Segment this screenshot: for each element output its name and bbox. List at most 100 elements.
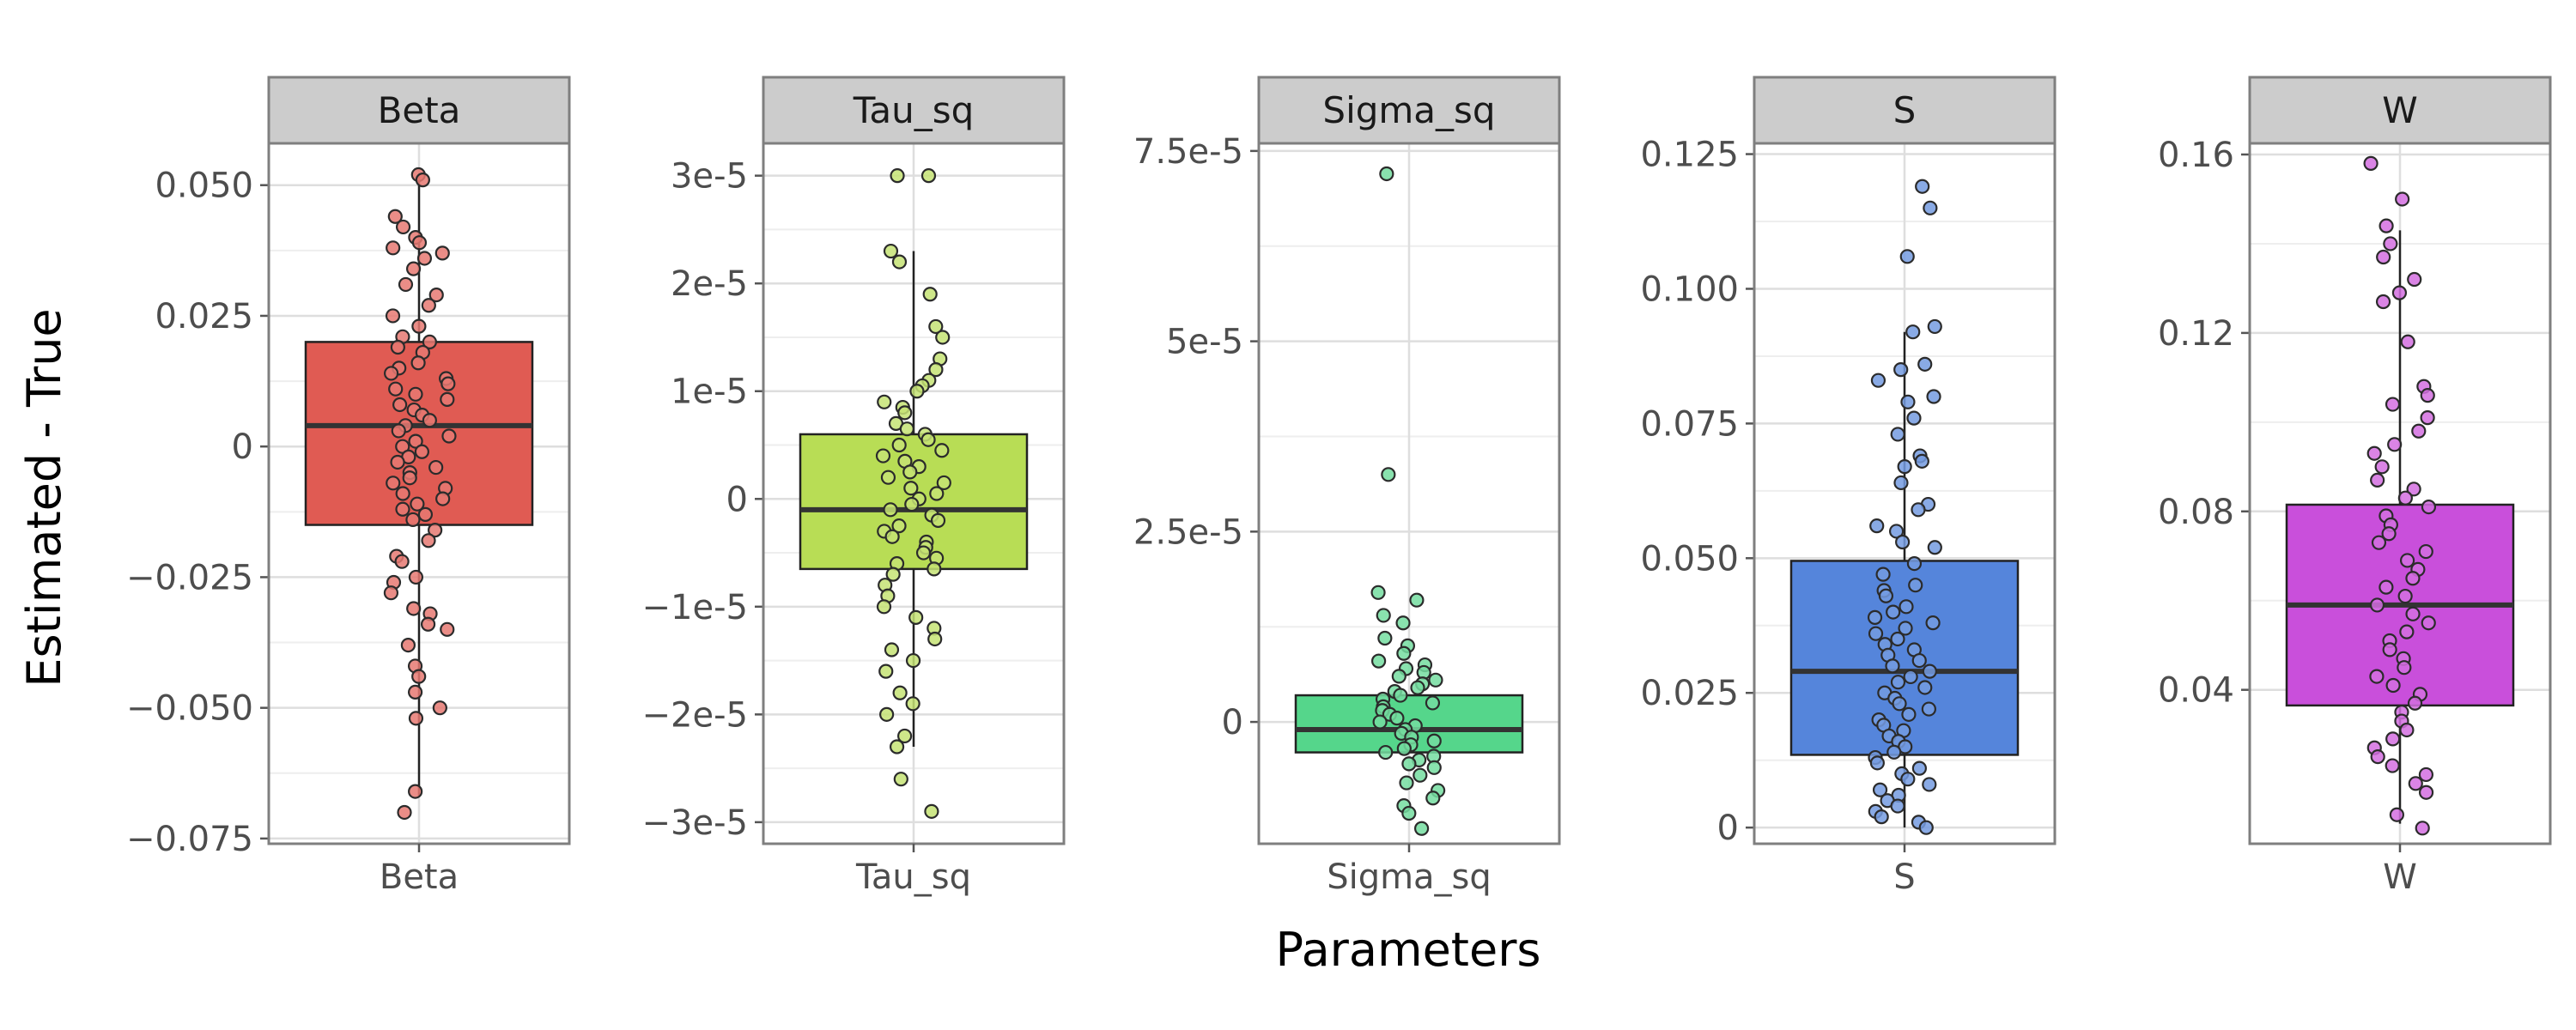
data-point bbox=[1923, 200, 1938, 215]
data-point bbox=[1898, 621, 1913, 636]
facet-strip bbox=[2248, 76, 2552, 145]
data-point bbox=[1927, 540, 1942, 555]
data-point bbox=[893, 772, 908, 787]
data-point bbox=[386, 476, 401, 491]
data-point bbox=[1425, 791, 1441, 806]
data-point bbox=[2375, 294, 2391, 310]
facet-beta: −0.075 −0.050 −0.025 0 0.025 0.050 Beta Beta bbox=[126, 76, 571, 897]
data-point bbox=[1401, 756, 1417, 772]
data-point bbox=[2371, 535, 2387, 550]
data-point bbox=[434, 245, 450, 261]
data-point bbox=[1922, 663, 1937, 679]
y-tick-label: 0.08 bbox=[2158, 493, 2234, 532]
data-point bbox=[2411, 423, 2427, 439]
facet-strip bbox=[762, 76, 1066, 145]
data-point bbox=[924, 803, 939, 819]
data-point bbox=[2385, 731, 2401, 747]
data-point bbox=[395, 501, 410, 517]
data-point bbox=[390, 339, 405, 355]
data-point bbox=[2379, 579, 2394, 595]
data-point bbox=[1391, 669, 1406, 684]
data-point bbox=[440, 391, 455, 407]
data-point bbox=[2407, 271, 2422, 288]
data-point bbox=[1399, 775, 1414, 791]
data-point bbox=[1401, 805, 1417, 821]
data-point bbox=[928, 318, 944, 335]
data-point bbox=[411, 235, 428, 251]
data-point bbox=[2420, 388, 2435, 403]
data-point bbox=[402, 470, 417, 486]
data-point bbox=[935, 330, 951, 345]
data-point bbox=[909, 384, 925, 399]
y-tick-label: 0.025 bbox=[1640, 674, 1739, 713]
y-tick-label: 0.125 bbox=[1640, 136, 1739, 175]
data-point bbox=[889, 739, 905, 754]
data-point bbox=[1893, 362, 1909, 378]
data-point bbox=[428, 523, 443, 538]
y-tick-label: 0.050 bbox=[1640, 539, 1739, 579]
data-point bbox=[410, 355, 426, 371]
data-point bbox=[408, 433, 423, 449]
facet-strip bbox=[267, 76, 571, 145]
data-point bbox=[876, 599, 892, 615]
data-point bbox=[2397, 588, 2413, 604]
facet-panels: −0.075 −0.050 −0.025 0 0.025 0.050 Beta Beta −3e… bbox=[126, 76, 2552, 897]
data-point bbox=[2399, 553, 2415, 568]
data-point bbox=[1393, 688, 1408, 703]
data-point bbox=[1395, 615, 1411, 631]
data-point bbox=[2421, 615, 2436, 631]
data-point bbox=[391, 423, 406, 439]
y-tick-label: 0.04 bbox=[2158, 671, 2234, 711]
data-point bbox=[390, 454, 405, 470]
data-point bbox=[392, 397, 408, 413]
data-point bbox=[1908, 578, 1923, 593]
facet-w: 0.04 0.08 0.12 0.16 W W bbox=[2158, 76, 2552, 897]
data-point bbox=[1869, 755, 1885, 771]
data-point bbox=[1874, 809, 1889, 825]
data-point bbox=[897, 728, 913, 744]
data-point bbox=[883, 243, 899, 259]
facet-strip bbox=[1753, 76, 2057, 145]
data-point bbox=[411, 669, 427, 684]
y-tick-label: 0.050 bbox=[155, 167, 253, 206]
data-point bbox=[936, 475, 951, 491]
data-point bbox=[1878, 588, 1894, 603]
facet-strip bbox=[1257, 76, 1561, 145]
x-tick-label: Tau_sq bbox=[855, 857, 971, 897]
data-point bbox=[2397, 660, 2412, 676]
data-point bbox=[1890, 675, 1906, 690]
data-point bbox=[1886, 604, 1901, 620]
data-point bbox=[1917, 356, 1933, 372]
y-tick-label: 0 bbox=[1717, 809, 1739, 848]
data-point bbox=[927, 631, 943, 647]
data-point bbox=[1911, 652, 1927, 669]
data-point bbox=[428, 459, 444, 476]
data-point bbox=[1901, 706, 1917, 722]
data-point bbox=[929, 486, 945, 501]
data-point bbox=[1890, 798, 1905, 814]
facet-s: 0 0.025 0.050 0.075 0.100 0.125 S S bbox=[1640, 76, 2057, 897]
data-point bbox=[410, 496, 425, 512]
box bbox=[1789, 560, 2020, 756]
x-tick-label: Beta bbox=[380, 857, 459, 897]
data-point bbox=[440, 621, 455, 637]
data-point bbox=[875, 448, 891, 464]
y-tick-label: −3e-5 bbox=[642, 803, 748, 843]
data-point bbox=[1872, 782, 1888, 797]
data-point bbox=[883, 502, 898, 518]
data-point bbox=[421, 298, 436, 313]
data-point bbox=[905, 696, 920, 712]
data-point bbox=[415, 173, 430, 188]
data-point bbox=[400, 637, 416, 653]
data-point bbox=[1389, 711, 1405, 726]
facet-strip-label: W bbox=[2382, 89, 2418, 131]
data-point bbox=[1426, 760, 1442, 775]
facet-strip-label: Beta bbox=[378, 89, 461, 131]
data-point bbox=[904, 496, 920, 512]
data-point bbox=[920, 432, 936, 447]
facet-strip-label: S bbox=[1893, 89, 1917, 131]
data-point bbox=[2418, 785, 2434, 800]
y-tick-label: 0.075 bbox=[1640, 404, 1739, 444]
data-point bbox=[2397, 490, 2413, 506]
data-point bbox=[2385, 677, 2401, 694]
